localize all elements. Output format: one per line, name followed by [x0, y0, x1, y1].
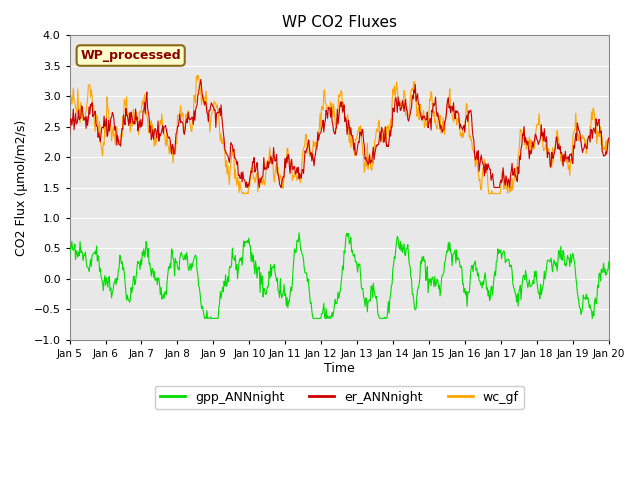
Text: WP_processed: WP_processed [81, 49, 181, 62]
Legend: gpp_ANNnight, er_ANNnight, wc_gf: gpp_ANNnight, er_ANNnight, wc_gf [155, 385, 524, 408]
X-axis label: Time: Time [324, 361, 355, 374]
Y-axis label: CO2 Flux (μmol/m2/s): CO2 Flux (μmol/m2/s) [15, 120, 28, 256]
Title: WP CO2 Fluxes: WP CO2 Fluxes [282, 15, 397, 30]
